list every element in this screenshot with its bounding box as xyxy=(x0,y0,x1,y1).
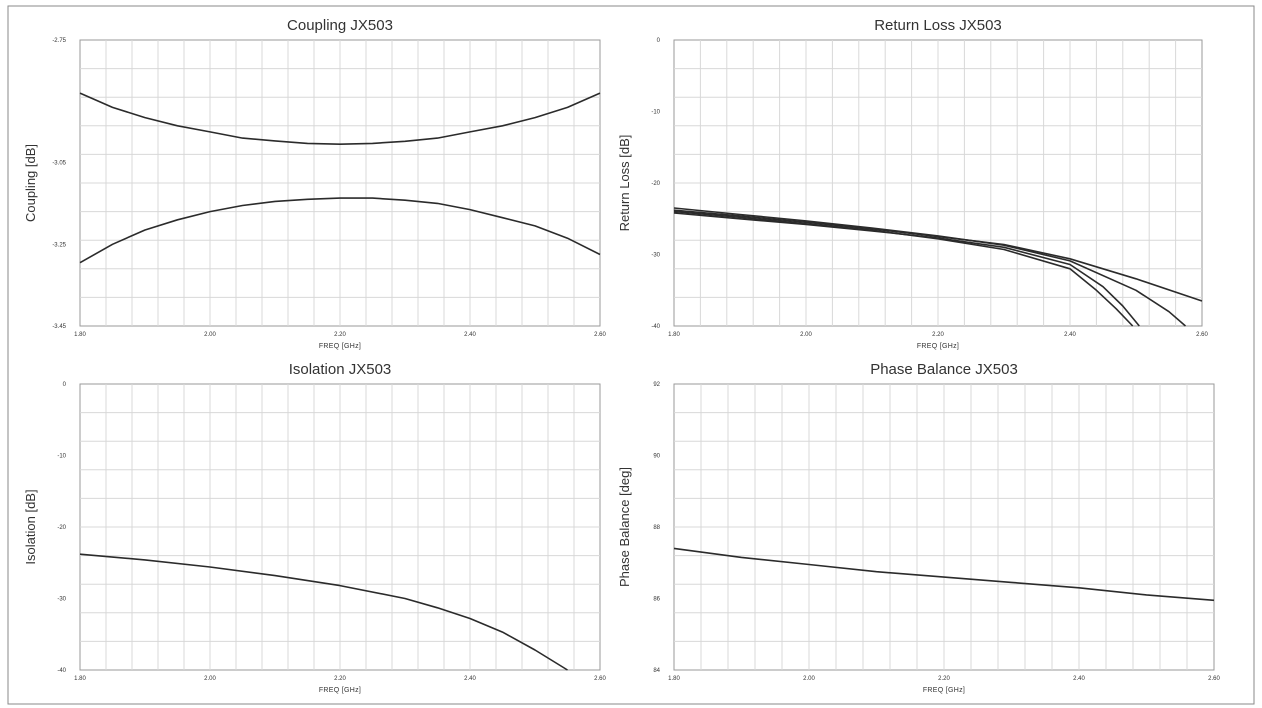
x-tick-label: 2.60 xyxy=(594,676,606,682)
y-tick-label: 86 xyxy=(653,597,660,603)
series-line-2 xyxy=(79,197,601,264)
y-tick-label: 0 xyxy=(657,38,661,44)
x-tick-label: 2.00 xyxy=(803,676,815,682)
chart-panel-3: Isolation JX503 Isolation [dB] FREQ [GHz] 1… xyxy=(23,361,606,694)
x-axis-label: FREQ [GHz] xyxy=(319,343,361,350)
y-tick-label: 84 xyxy=(653,668,660,674)
x-tick-label: 1.80 xyxy=(668,332,680,338)
chart-panel-4: Phase Balance JX503 Phase Balance [deg] FR… xyxy=(617,361,1220,694)
y-tick-label: -3.05 xyxy=(52,161,66,167)
x-tick-label: 2.00 xyxy=(204,676,216,682)
x-tick-label: 1.80 xyxy=(74,676,86,682)
y-tick-label: -40 xyxy=(651,324,660,330)
y-tick-label: 90 xyxy=(653,454,660,460)
x-tick-label: 2.40 xyxy=(464,676,476,682)
x-axis-label: FREQ [GHz] xyxy=(917,343,959,350)
y-axis-label: Phase Balance [deg] xyxy=(617,467,632,587)
y-tick-label: 88 xyxy=(653,525,660,531)
series-line-1 xyxy=(673,547,1215,602)
series-line-2 xyxy=(673,207,1187,327)
chart-title: Phase Balance JX503 xyxy=(870,361,1018,378)
y-tick-label: -10 xyxy=(57,454,66,460)
x-tick-label: 2.60 xyxy=(1208,676,1220,682)
x-tick-label: 2.20 xyxy=(932,332,944,338)
y-tick-label: -3.45 xyxy=(52,324,66,330)
x-tick-label: 2.60 xyxy=(594,332,606,338)
y-tick-label: -3.25 xyxy=(52,242,66,248)
series-line-4 xyxy=(673,210,1134,327)
y-tick-label: -30 xyxy=(651,253,660,259)
x-tick-label: 2.00 xyxy=(204,332,216,338)
y-axis-label: Return Loss [dB] xyxy=(617,135,632,232)
x-tick-label: 2.20 xyxy=(334,332,346,338)
x-axis-label: FREQ [GHz] xyxy=(319,687,361,694)
chart-title: Isolation JX503 xyxy=(289,361,392,378)
y-axis-label: Coupling [dB] xyxy=(23,144,38,222)
x-tick-label: 2.20 xyxy=(938,676,950,682)
x-tick-label: 1.80 xyxy=(668,676,680,682)
y-tick-label: -20 xyxy=(57,525,66,531)
series-line-1 xyxy=(79,92,601,145)
series-line-1 xyxy=(79,553,568,671)
x-tick-label: 2.60 xyxy=(1196,332,1208,338)
y-tick-label: 92 xyxy=(653,382,660,388)
y-axis-label: Isolation [dB] xyxy=(23,489,38,564)
chart-title: Coupling JX503 xyxy=(287,17,393,34)
y-tick-label: -20 xyxy=(651,181,660,187)
chart-title: Return Loss JX503 xyxy=(874,17,1002,34)
y-tick-label: -10 xyxy=(651,110,660,116)
chart-panel-1: Coupling JX503 Coupling [dB] FREQ [GHz] 1.8… xyxy=(23,17,606,350)
x-tick-label: 2.00 xyxy=(800,332,812,338)
series-line-3 xyxy=(673,212,1140,327)
y-tick-label: 0 xyxy=(63,382,67,388)
x-tick-label: 2.40 xyxy=(1064,332,1076,338)
chart-panel-2: Return Loss JX503 Return Loss [dB] FREQ [G… xyxy=(617,17,1208,350)
y-tick-label: -2.75 xyxy=(52,38,66,44)
x-tick-label: 2.40 xyxy=(1073,676,1085,682)
x-tick-label: 1.80 xyxy=(74,332,86,338)
x-tick-label: 2.40 xyxy=(464,332,476,338)
x-axis-label: FREQ [GHz] xyxy=(923,687,965,694)
x-tick-label: 2.20 xyxy=(334,676,346,682)
y-tick-label: -40 xyxy=(57,668,66,674)
y-tick-label: -30 xyxy=(57,597,66,603)
